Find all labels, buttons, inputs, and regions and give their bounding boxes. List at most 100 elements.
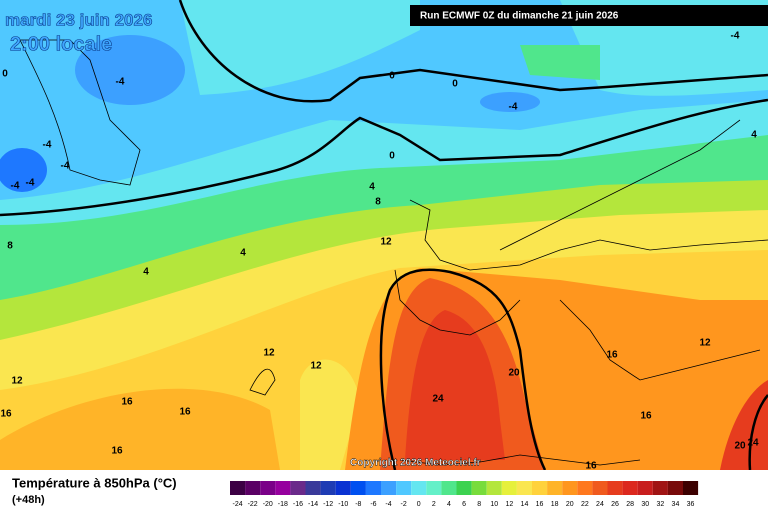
contour-label: 16 bbox=[111, 446, 123, 457]
colorbar-swatch bbox=[607, 481, 623, 495]
colorbar-label: -8 bbox=[355, 501, 361, 508]
colorbar-swatch bbox=[411, 481, 427, 495]
colorbar-swatch bbox=[275, 481, 291, 495]
colorbar-label: 30 bbox=[641, 501, 649, 508]
contour-label: 4 bbox=[143, 267, 149, 278]
legend-title: Température à 850hPa (°C) bbox=[12, 475, 177, 490]
contour-label: -4 bbox=[509, 102, 518, 113]
contour-label: 24 bbox=[747, 438, 759, 449]
colorbar-label: 24 bbox=[596, 501, 604, 508]
colorbar-label: -22 bbox=[248, 501, 258, 508]
colorbar-label: -18 bbox=[278, 501, 288, 508]
colorbar-swatch bbox=[426, 481, 442, 495]
colorbar-swatch bbox=[577, 481, 593, 495]
colorbar-swatch bbox=[547, 481, 563, 495]
contour-label: -4 bbox=[43, 140, 52, 151]
colorbar-label: -16 bbox=[293, 501, 303, 508]
colorbar-swatch bbox=[456, 481, 472, 495]
colorbar-swatch bbox=[350, 481, 366, 495]
colorbar-swatch bbox=[381, 481, 397, 495]
contour-label: 8 bbox=[7, 241, 13, 252]
contour-label: 12 bbox=[263, 348, 275, 359]
colorbar-swatch bbox=[305, 481, 321, 495]
coastlines bbox=[19, 39, 768, 466]
contour-label: 12 bbox=[310, 361, 322, 372]
contour-label: 24 bbox=[432, 394, 444, 405]
colorbar-swatch bbox=[396, 481, 412, 495]
colorbar-label: 36 bbox=[687, 501, 695, 508]
colorbar-label: -6 bbox=[370, 501, 376, 508]
contour-label: 12 bbox=[11, 376, 23, 387]
colorbar-swatch bbox=[532, 481, 548, 495]
contour-label: 16 bbox=[179, 407, 191, 418]
colorbar-swatch bbox=[260, 481, 276, 495]
colorbar-label: -4 bbox=[385, 501, 391, 508]
colorbar-label: 6 bbox=[462, 501, 466, 508]
lead-time: (+48h) bbox=[12, 494, 45, 506]
colorbar-label: 32 bbox=[656, 501, 664, 508]
colorbar-label: 16 bbox=[536, 501, 544, 508]
colorbar-label: 14 bbox=[521, 501, 529, 508]
contour-label: 12 bbox=[380, 237, 392, 248]
colorbar-label: -20 bbox=[263, 501, 273, 508]
colorbar-label: 12 bbox=[505, 501, 513, 508]
contour-label: -4 bbox=[731, 31, 740, 42]
contour-label: -4 bbox=[61, 161, 70, 172]
colorbar-label: 20 bbox=[566, 501, 574, 508]
colorbar-swatch bbox=[335, 481, 351, 495]
contour-label: 0 bbox=[389, 151, 395, 162]
contour-label: 4 bbox=[369, 182, 375, 193]
colorbar-swatch bbox=[622, 481, 638, 495]
colorbar-label: 8 bbox=[477, 501, 481, 508]
contour-label: 16 bbox=[0, 409, 12, 420]
contour-label: -4 bbox=[11, 181, 20, 192]
contour-label: 12 bbox=[699, 338, 711, 349]
colorbar-swatch bbox=[471, 481, 487, 495]
colorbar-swatch bbox=[320, 481, 336, 495]
valid-date: mardi 23 juin 2026 bbox=[5, 10, 152, 29]
colorbar-label: 4 bbox=[447, 501, 451, 508]
colorbar-swatch bbox=[441, 481, 457, 495]
colorbar-label: 22 bbox=[581, 501, 589, 508]
contours bbox=[0, 0, 768, 471]
contour-label: 16 bbox=[640, 411, 652, 422]
colorbar-label: 0 bbox=[417, 501, 421, 508]
contour-label: 16 bbox=[121, 397, 133, 408]
colorbar-swatch bbox=[245, 481, 261, 495]
colorbar-label: 34 bbox=[672, 501, 680, 508]
colorbar-label: 28 bbox=[626, 501, 634, 508]
colorbar-swatch bbox=[365, 481, 381, 495]
colorbar-swatch bbox=[290, 481, 306, 495]
colorbar-swatch bbox=[562, 481, 578, 495]
copyright: Copyright 2026 Meteociel.fr bbox=[350, 458, 481, 469]
colorbar-swatch bbox=[592, 481, 608, 495]
colorbar-swatch bbox=[652, 481, 668, 495]
colorbar-label: -10 bbox=[338, 501, 348, 508]
run-box bbox=[410, 5, 768, 26]
contour-label: 20 bbox=[734, 441, 746, 452]
colorbar-swatch bbox=[230, 481, 246, 495]
colorbar-swatch bbox=[516, 481, 532, 495]
colorbar-swatch bbox=[637, 481, 653, 495]
colorbar-swatch bbox=[683, 481, 699, 495]
contour-label: -4 bbox=[116, 77, 125, 88]
contour-label: 16 bbox=[585, 461, 597, 472]
colorbar-label: -14 bbox=[308, 501, 318, 508]
contour-label: -4 bbox=[26, 178, 35, 189]
colorbar-swatch bbox=[501, 481, 517, 495]
contour-label: 0 bbox=[2, 69, 8, 80]
colorbar-label: -24 bbox=[232, 501, 242, 508]
contour-labels: -400-4-40-4-4-4 -404841284412121216161616… bbox=[0, 31, 759, 472]
colorbar-label: 18 bbox=[551, 501, 559, 508]
contour-label: 20 bbox=[508, 368, 520, 379]
colorbar-label: 2 bbox=[432, 501, 436, 508]
colorbar-swatch bbox=[667, 481, 683, 495]
colorbar-label: 10 bbox=[490, 501, 498, 508]
contour-label: 8 bbox=[375, 197, 381, 208]
colorbar-label: -2 bbox=[401, 501, 407, 508]
colorbar: -24 -22 -20 -18 -16 -14 -12 -10 -8 -6 -4 -2 0 2 4 6 8 10 1… bbox=[230, 481, 699, 508]
colorbar-label: 26 bbox=[611, 501, 619, 508]
local-time: 2:00 locale bbox=[10, 33, 112, 55]
run-info: Run ECMWF 0Z du dimanche 21 juin 2026 bbox=[420, 11, 619, 22]
